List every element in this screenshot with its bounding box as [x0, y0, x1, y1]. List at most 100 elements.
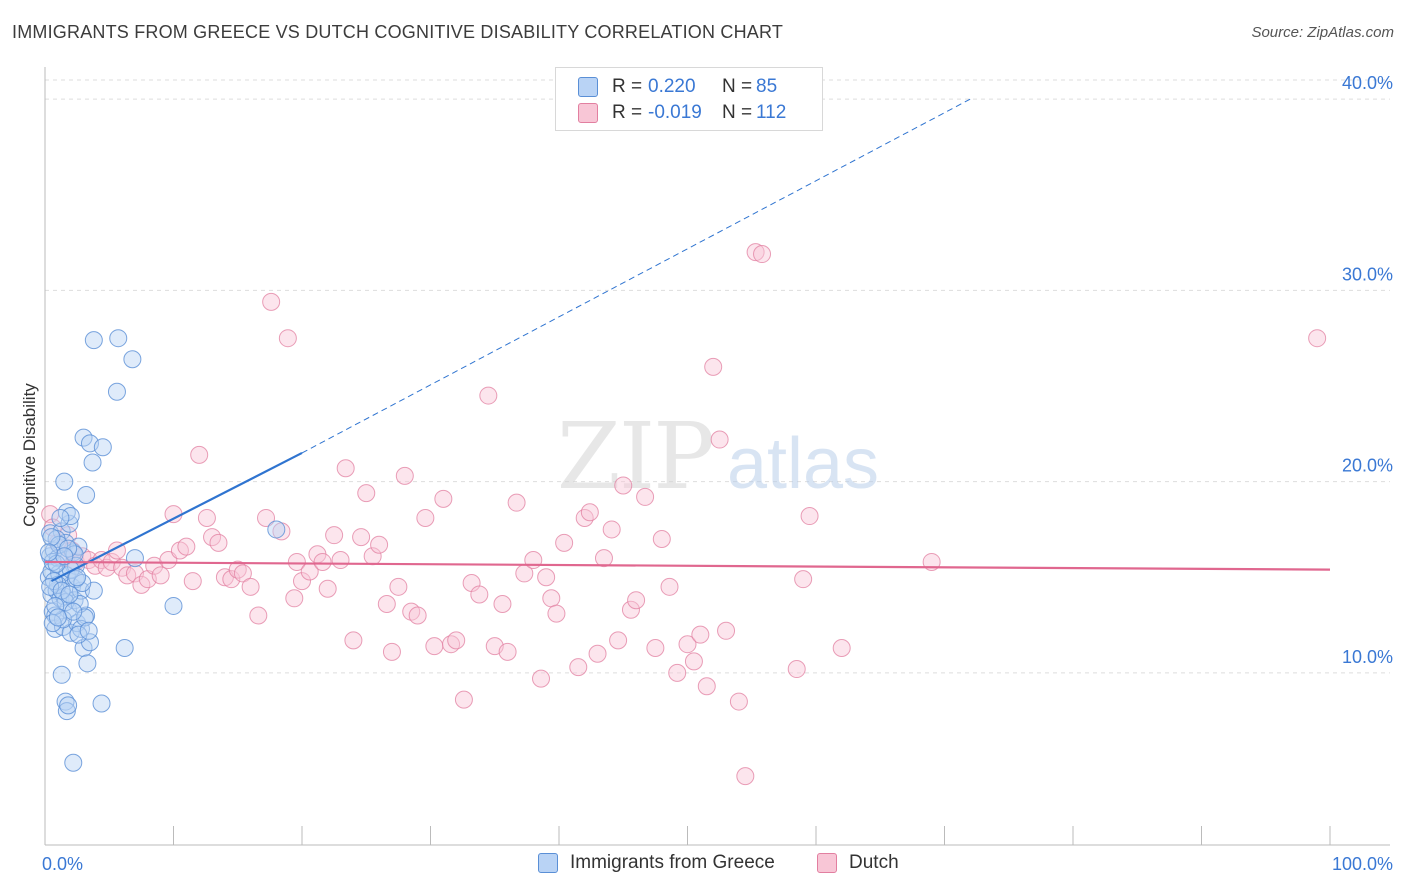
dutch-point	[389, 577, 408, 596]
dutch-point	[370, 535, 389, 554]
dutch-point	[787, 660, 806, 679]
legend-n-label: N =	[722, 76, 753, 97]
dutch-point	[729, 692, 748, 711]
greece-point	[78, 654, 97, 673]
watermark-atlas: atlas	[727, 424, 879, 504]
greece-point	[75, 608, 94, 627]
dutch-point	[609, 631, 628, 650]
dutch-point	[832, 639, 851, 658]
dutch-point	[425, 637, 444, 656]
dutch-point	[800, 507, 819, 526]
dutch-point	[697, 677, 716, 696]
greece-point	[59, 696, 78, 715]
greece-point	[73, 573, 92, 592]
series-legend-greece[interactable]: Immigrants from Greece	[538, 852, 775, 874]
greece-point	[41, 577, 60, 596]
legend-r-label: R =	[612, 102, 643, 123]
watermark: ZIP atlas	[557, 403, 879, 510]
dutch-point	[257, 508, 276, 527]
dutch-point	[588, 644, 607, 663]
greece-trend-extension	[301, 98, 971, 454]
dutch-point	[717, 621, 736, 640]
dutch-point	[736, 767, 755, 786]
dutch-point	[532, 669, 551, 688]
x-tick-label: 0.0%	[42, 854, 83, 874]
legend-r-value: 0.220	[648, 76, 696, 97]
stats-legend: R = 0.220 N = 85 R = -0.019 N = 112	[555, 67, 823, 131]
dutch-point	[479, 386, 498, 405]
dutch-point	[678, 635, 697, 654]
dutch-point	[652, 530, 671, 548]
dutch-point	[507, 493, 526, 512]
greece-point	[84, 331, 103, 350]
dutch-point	[684, 652, 703, 671]
dutch-point	[183, 572, 202, 591]
legend-swatch-greece	[578, 77, 598, 97]
dutch-point	[241, 577, 260, 596]
dutch-point	[408, 606, 427, 625]
series-swatch-dutch	[817, 853, 837, 873]
greece-point	[64, 602, 83, 621]
label-layer: 10.0% 20.0% 30.0% 40.0% 0.0% 100.0% Cognitive …	[20, 73, 1393, 874]
y-axis-title: Cognitive Disability	[20, 383, 39, 527]
greece-point	[93, 438, 112, 457]
dutch-point	[447, 631, 466, 650]
greece-point	[123, 350, 142, 369]
dutch-point	[344, 631, 363, 650]
y-tick-label: 30.0%	[1342, 264, 1393, 284]
legend-n-value: 85	[756, 76, 778, 97]
dutch-point	[746, 243, 765, 262]
dutch-point	[278, 329, 297, 348]
greece-point	[39, 543, 58, 562]
dutch-point	[262, 292, 281, 311]
series-label-dutch: Dutch	[849, 852, 899, 873]
dutch-point	[357, 484, 376, 503]
dutch-point	[197, 508, 216, 527]
dutch-point	[434, 489, 453, 508]
dutch-point	[1308, 329, 1327, 348]
dutch-point	[416, 508, 435, 527]
dutch-point	[691, 625, 710, 644]
y-tick-label: 10.0%	[1342, 647, 1393, 667]
legend-row-greece: R = 0.220 N = 85	[578, 75, 777, 99]
dutch-point	[118, 566, 137, 585]
greece-point	[42, 528, 61, 547]
dutch-point	[395, 466, 414, 485]
legend-swatch-dutch	[578, 103, 598, 123]
greece-point	[125, 549, 144, 568]
legend-n-value: 112	[756, 102, 787, 123]
dutch-point	[547, 604, 566, 623]
dutch-point	[382, 642, 401, 661]
legend-r-value: -0.019	[648, 102, 702, 123]
dutch-point	[470, 585, 489, 604]
dutch-point	[575, 508, 594, 527]
dutch-point	[454, 690, 473, 709]
series-label-greece: Immigrants from Greece	[570, 852, 775, 873]
greece-point	[92, 694, 111, 713]
greece-point	[61, 623, 80, 642]
dutch-point	[569, 658, 588, 677]
dutch-point	[621, 600, 640, 619]
greece-point	[48, 608, 67, 627]
dutch-point	[646, 639, 665, 658]
dutch-point	[352, 528, 371, 547]
greece-point	[267, 520, 286, 539]
axis-layer	[44, 67, 1390, 846]
greece-point	[83, 453, 102, 472]
dutch-point	[660, 577, 679, 596]
dutch-point	[293, 572, 311, 591]
series-swatch-greece	[538, 853, 558, 873]
dutch-point	[555, 533, 574, 552]
dutch-points	[41, 243, 1327, 786]
greece-point	[51, 508, 70, 527]
x-tick-label: 100.0%	[1332, 854, 1393, 874]
dutch-point	[209, 533, 228, 552]
dutch-point	[222, 570, 241, 589]
legend-row-dutch: R = -0.019 N = 112	[578, 101, 786, 125]
chart-title: IMMIGRANTS FROM GREECE VS DUTCH COGNITIV…	[12, 22, 784, 42]
dutch-point	[151, 566, 170, 585]
series-legend-dutch[interactable]: Dutch	[817, 852, 899, 874]
dutch-point	[285, 589, 304, 608]
dutch-point	[498, 642, 517, 661]
